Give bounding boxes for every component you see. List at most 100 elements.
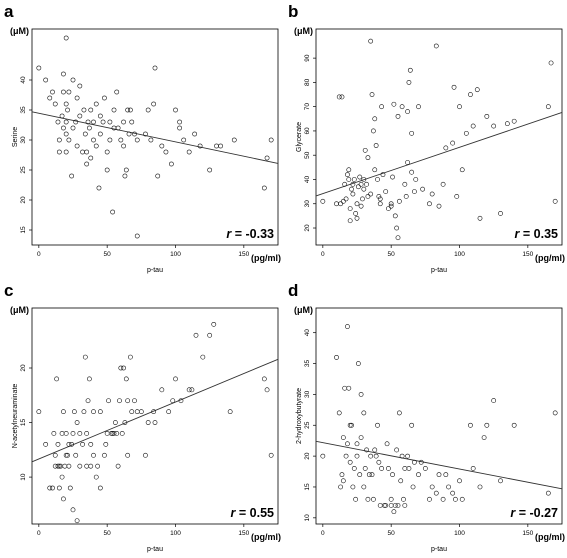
- data-point: [52, 101, 58, 107]
- data-point: [484, 422, 490, 428]
- x-axis-label: p-tau: [431, 267, 447, 274]
- data-point: [343, 196, 349, 202]
- data-point: [56, 463, 62, 469]
- data-point: [339, 94, 345, 100]
- data-point: [123, 376, 129, 382]
- data-point: [151, 101, 157, 107]
- data-point: [93, 101, 99, 107]
- regression-line: [315, 440, 563, 490]
- correlation-value: = 0.55: [235, 506, 274, 520]
- data-point: [457, 104, 462, 110]
- data-point: [354, 441, 360, 447]
- x-axis-label: p-tau: [147, 546, 163, 553]
- data-point: [372, 167, 378, 173]
- data-point: [340, 478, 346, 484]
- data-point: [55, 119, 61, 125]
- data-point: [340, 435, 346, 440]
- data-point: [362, 466, 368, 471]
- y-tick-label: 25: [20, 166, 27, 174]
- data-point: [368, 453, 374, 459]
- data-point: [111, 431, 117, 436]
- data-point: [107, 119, 113, 125]
- y-tick-label: 90: [304, 54, 311, 62]
- data-point: [477, 215, 483, 221]
- panel-a: a (μM) 0 50 100 150 15 20 25 30 35 40 p-tau Serine (pg…: [0, 0, 283, 279]
- data-point: [54, 376, 59, 382]
- data-point: [411, 189, 417, 195]
- data-point: [498, 478, 503, 484]
- data-point: [383, 503, 389, 508]
- data-point: [77, 431, 83, 436]
- data-point: [122, 420, 128, 425]
- data-point: [115, 463, 121, 469]
- data-point: [114, 431, 120, 436]
- data-point: [361, 186, 367, 192]
- data-point: [384, 441, 390, 447]
- data-point: [427, 201, 432, 207]
- data-point: [47, 95, 53, 101]
- data-point: [117, 398, 122, 404]
- data-point: [168, 161, 174, 167]
- data-point: [43, 441, 49, 447]
- data-point: [80, 149, 85, 155]
- y-tick-label: 30: [304, 390, 311, 398]
- panel-c: c (μM) 0 50 100 150 10 15 20 p-tau N-acetylneurami…: [0, 279, 283, 558]
- data-point: [152, 420, 158, 425]
- y-tick-label: 20: [20, 364, 27, 372]
- correlation-annotation: r = -0.33: [226, 227, 274, 241]
- data-point: [338, 201, 343, 207]
- data-point: [148, 137, 154, 143]
- data-point: [361, 177, 367, 182]
- data-point: [468, 92, 473, 97]
- data-point: [545, 104, 551, 110]
- data-point: [61, 496, 66, 502]
- data-point: [70, 125, 76, 131]
- data-point: [178, 398, 184, 404]
- data-point: [51, 431, 57, 436]
- data-point: [409, 130, 415, 136]
- data-point: [411, 459, 417, 465]
- data-point: [395, 503, 401, 508]
- x-unit-label: (pg/ml): [251, 253, 281, 263]
- data-point: [125, 452, 131, 458]
- data-point: [345, 441, 350, 447]
- data-point: [403, 194, 409, 199]
- data-point: [511, 422, 517, 428]
- x-tick-label: 150: [522, 251, 533, 258]
- data-point: [418, 459, 424, 465]
- data-point: [74, 95, 80, 101]
- data-point: [365, 194, 371, 199]
- data-point: [320, 453, 326, 459]
- data-point: [377, 503, 383, 508]
- data-point: [548, 60, 554, 66]
- data-point: [97, 485, 103, 491]
- correlation-annotation: r = 0.55: [231, 506, 274, 520]
- data-point: [372, 116, 378, 122]
- y-tick-label: 15: [20, 226, 27, 234]
- data-point: [132, 131, 137, 137]
- y-tick-label: 80: [304, 78, 311, 86]
- y-unit-label: (μM): [10, 305, 29, 315]
- data-point: [371, 128, 376, 134]
- data-point: [390, 472, 395, 478]
- data-point: [91, 119, 96, 125]
- y-unit-label: (μM): [10, 26, 29, 36]
- x-tick-label: 0: [321, 530, 325, 537]
- data-point: [134, 137, 140, 143]
- data-point: [125, 398, 131, 404]
- data-point: [127, 354, 133, 360]
- data-point: [388, 496, 394, 502]
- data-point: [82, 354, 88, 360]
- data-point: [365, 155, 371, 161]
- data-point: [398, 478, 404, 484]
- data-point: [342, 385, 348, 391]
- data-point: [107, 137, 113, 143]
- data-point: [96, 185, 102, 191]
- data-point: [163, 149, 169, 155]
- data-point: [218, 143, 223, 149]
- data-point: [47, 485, 53, 491]
- data-point: [81, 107, 87, 113]
- data-point: [410, 484, 416, 490]
- data-point: [95, 463, 100, 469]
- data-point: [50, 485, 55, 491]
